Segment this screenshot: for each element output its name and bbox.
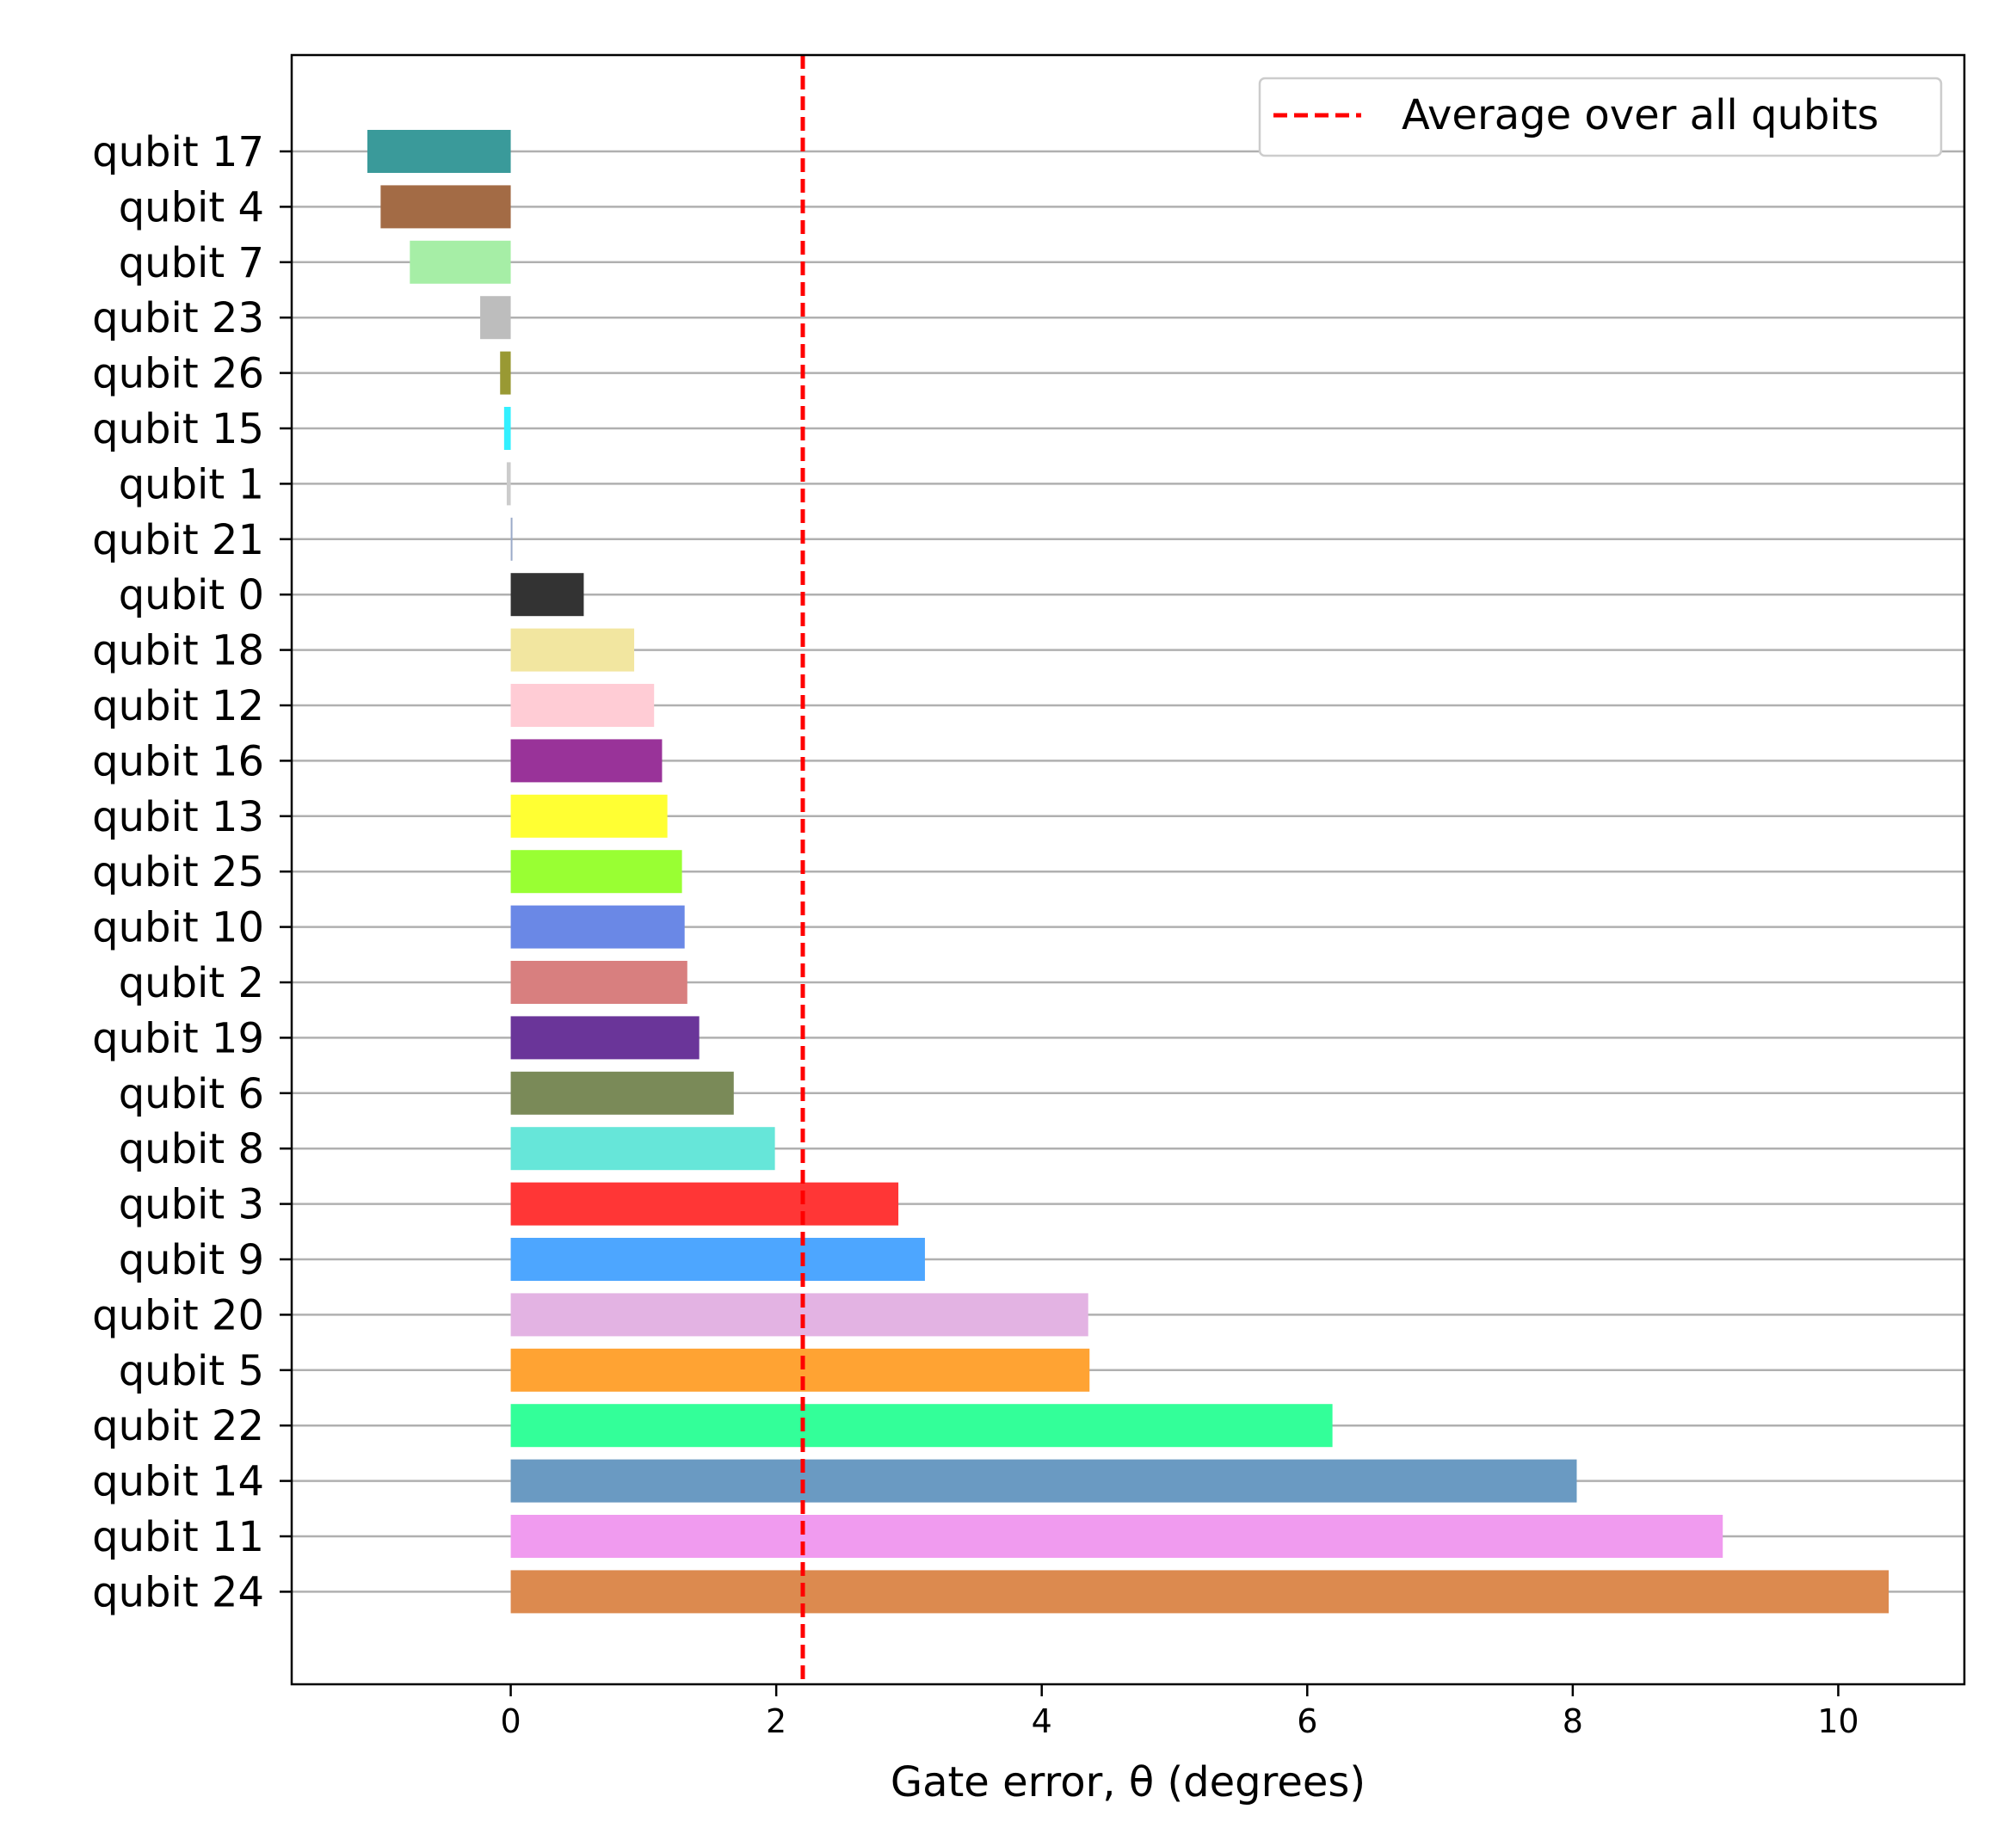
y-tick-label: qubit 16 xyxy=(92,737,264,785)
y-tick-label: qubit 24 xyxy=(92,1568,264,1616)
y-tick-label: qubit 4 xyxy=(119,183,264,231)
bar-qubit-17 xyxy=(367,130,511,173)
y-tick-label: qubit 0 xyxy=(119,571,264,619)
y-tick-label: qubit 23 xyxy=(92,294,264,342)
bar-qubit-24 xyxy=(510,1570,1890,1614)
legend-box xyxy=(1258,77,1943,157)
bar-qubit-3 xyxy=(510,1182,899,1226)
x-tick-label: 6 xyxy=(1297,1702,1317,1740)
bar-qubit-9 xyxy=(510,1238,925,1281)
bar-qubit-1 xyxy=(506,462,511,506)
bar-qubit-0 xyxy=(510,573,584,617)
bar-qubit-13 xyxy=(510,794,668,838)
bar-qubit-18 xyxy=(510,628,635,672)
y-tick-label: qubit 10 xyxy=(92,904,264,952)
bar-qubit-5 xyxy=(510,1348,1090,1392)
bar-qubit-11 xyxy=(510,1515,1723,1558)
x-tick-label: 10 xyxy=(1817,1702,1859,1740)
x-tick-label: 4 xyxy=(1032,1702,1052,1740)
x-tick-label: 0 xyxy=(500,1702,521,1740)
bar-qubit-20 xyxy=(510,1293,1088,1337)
bar-qubit-22 xyxy=(510,1404,1333,1448)
bar-qubit-7 xyxy=(410,240,511,284)
bar-qubit-15 xyxy=(503,407,511,450)
y-tick-label: qubit 26 xyxy=(92,350,264,398)
x-axis-title: Gate error, θ (degrees) xyxy=(891,1758,1366,1806)
y-tick-label: qubit 20 xyxy=(92,1291,264,1339)
y-tick-label: qubit 6 xyxy=(119,1070,264,1118)
bar-qubit-4 xyxy=(380,185,511,229)
y-tick-label: qubit 9 xyxy=(119,1236,264,1284)
y-tick-label: qubit 22 xyxy=(92,1402,264,1450)
y-tick-label: qubit 7 xyxy=(119,239,264,287)
y-tick-label: qubit 1 xyxy=(119,460,264,508)
y-tick-label: qubit 15 xyxy=(92,405,264,453)
bar-qubit-6 xyxy=(510,1071,734,1115)
bar-layer xyxy=(367,130,1890,1614)
legend-label-average: Average over all qubits xyxy=(1402,91,1879,139)
bar-qubit-19 xyxy=(510,1016,700,1060)
bar-qubit-10 xyxy=(510,905,685,949)
x-tick-label: 8 xyxy=(1563,1702,1583,1740)
y-tick-label: qubit 17 xyxy=(92,128,264,176)
bar-qubit-14 xyxy=(510,1459,1577,1503)
y-tick-label: qubit 3 xyxy=(119,1181,264,1229)
bar-qubit-21 xyxy=(510,517,513,561)
plot-frame xyxy=(290,53,1966,1686)
y-tick-label: qubit 19 xyxy=(92,1014,264,1062)
y-tick-label: qubit 8 xyxy=(119,1125,264,1173)
y-tick-label: qubit 18 xyxy=(92,627,264,675)
bar-qubit-2 xyxy=(510,961,687,1004)
y-tick-label: qubit 14 xyxy=(92,1458,264,1506)
y-tick-label: qubit 12 xyxy=(92,682,264,730)
bar-qubit-12 xyxy=(510,684,655,727)
y-axis-ticks: qubit 17 qubit 4 qubit 7 qubit 23 qubit 26 qu… xyxy=(92,128,292,1616)
bar-qubit-25 xyxy=(510,850,682,894)
x-axis-ticks: 0 2 4 6 8 10 xyxy=(500,1684,1859,1740)
legend: Average over all qubits xyxy=(1258,77,1943,157)
bar-qubit-23 xyxy=(480,296,511,340)
y-tick-label: qubit 25 xyxy=(92,848,264,896)
bar-qubit-16 xyxy=(510,739,663,783)
bar-qubit-26 xyxy=(500,351,511,395)
y-tick-label: qubit 21 xyxy=(92,516,264,564)
y-tick-label: qubit 5 xyxy=(119,1347,264,1395)
y-tick-label: qubit 13 xyxy=(92,793,264,841)
y-tick-label: qubit 11 xyxy=(92,1513,264,1561)
bar-qubit-8 xyxy=(510,1127,775,1171)
x-tick-label: 2 xyxy=(766,1702,786,1740)
y-tick-label: qubit 2 xyxy=(119,959,264,1007)
